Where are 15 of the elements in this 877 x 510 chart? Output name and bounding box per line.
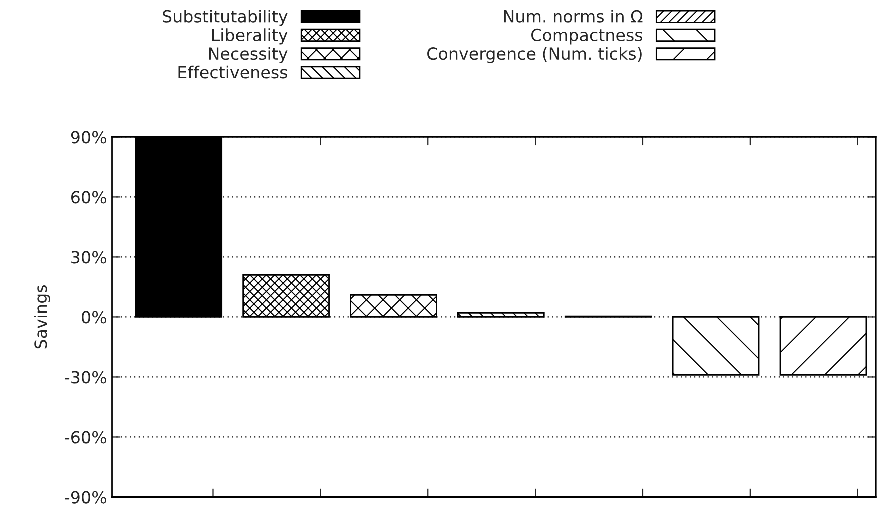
legend-label: Num. norms in Ω: [504, 10, 643, 23]
legend-label: Convergence (Num. ticks): [428, 47, 642, 64]
legend-label: Effectiveness: [178, 66, 288, 79]
y-axis-title: Savings: [34, 285, 50, 349]
y-tick-label: -60%: [65, 431, 106, 444]
legend-label: Substitutability: [163, 10, 288, 26]
y-tick-label: 90%: [71, 131, 106, 144]
y-tick-label: 30%: [72, 251, 106, 264]
y-tick-label: 60%: [72, 191, 106, 204]
legend-label: Compactness: [532, 28, 643, 45]
y-tick-label: -90%: [65, 491, 106, 504]
y-tick-label: 0%: [82, 311, 106, 324]
y-tick-label: -30%: [65, 371, 106, 384]
legend-label: Necessity: [209, 47, 288, 64]
legend-label: Liberality: [212, 28, 288, 45]
